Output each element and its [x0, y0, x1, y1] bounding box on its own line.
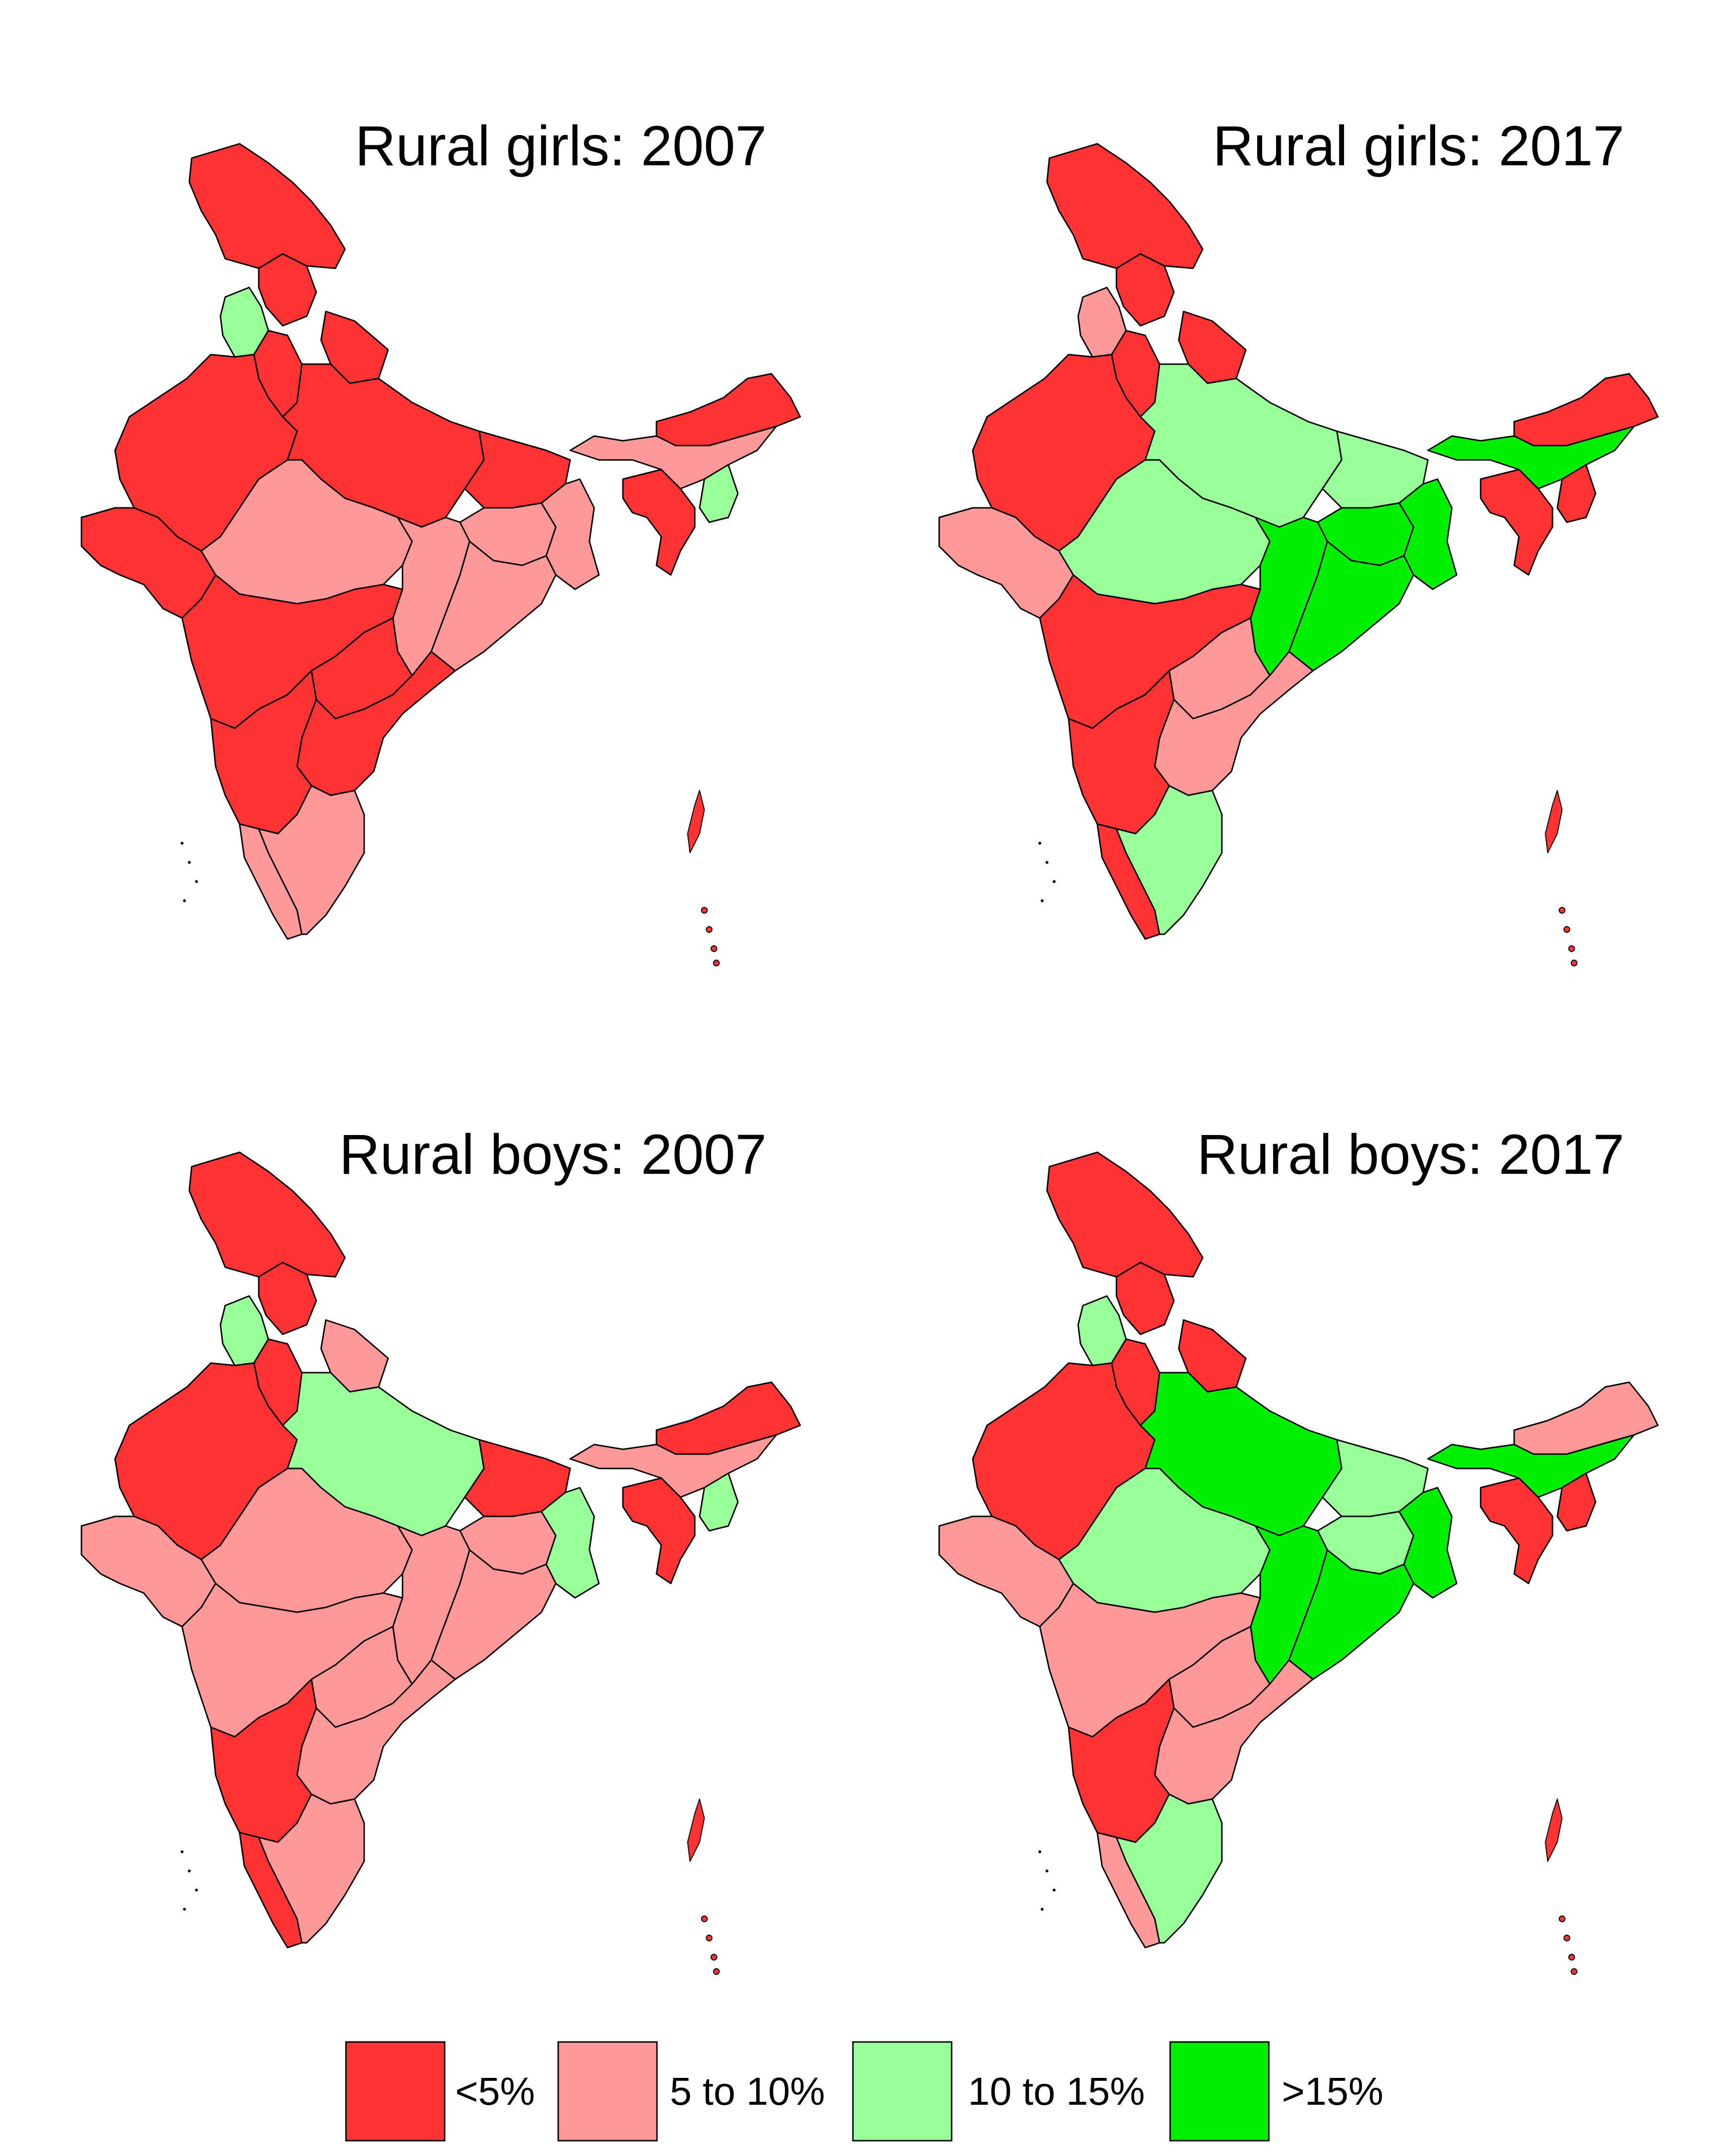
island-dot	[1571, 960, 1577, 966]
region-wb	[540, 478, 600, 590]
region-ka	[1068, 670, 1175, 835]
panel-title: Rural boys: 2007	[339, 1123, 767, 1186]
region-wb	[1398, 1487, 1458, 1599]
legend-label: 10 to 15%	[968, 2070, 1145, 2113]
island-dot	[711, 945, 717, 952]
region-tn	[1116, 1793, 1223, 1944]
panel-title: Rural boys: 2017	[1197, 1123, 1624, 1186]
region-ne_east	[1556, 464, 1597, 523]
island-dot	[1053, 880, 1056, 883]
island-dot	[188, 861, 191, 864]
region-ka	[1068, 1678, 1175, 1843]
island-dot	[1559, 907, 1565, 914]
panel-title: Rural girls: 2007	[355, 115, 767, 178]
region-islands	[1545, 790, 1563, 853]
island-dot	[181, 1850, 184, 1853]
island-dot	[1038, 1850, 1041, 1853]
region-tn	[1116, 785, 1223, 935]
region-ka	[210, 670, 317, 835]
region-ne_east	[1556, 1472, 1597, 1532]
island-dot	[711, 1954, 717, 1961]
island-dot	[195, 1889, 198, 1892]
region-ne_north	[1513, 373, 1659, 447]
island-dot	[1568, 945, 1575, 952]
island-dot	[1038, 842, 1041, 845]
region-wb	[1398, 478, 1458, 590]
map-panel-girls-2007: Rural girls: 2007	[80, 115, 801, 966]
region-ne_south	[1480, 469, 1553, 576]
region-ne_south	[622, 469, 696, 576]
island-dot	[1041, 1908, 1044, 1911]
region-hp	[258, 253, 317, 327]
region-hp	[1116, 253, 1175, 327]
region-tn	[258, 785, 365, 935]
region-jk	[188, 1151, 346, 1278]
region-hp	[258, 1261, 317, 1335]
region-hp	[1116, 1261, 1175, 1335]
region-ne_north	[656, 1381, 801, 1455]
island-dot	[195, 880, 198, 883]
region-jk	[1046, 143, 1204, 269]
legend-label: <5%	[455, 2070, 535, 2113]
region-jk	[188, 143, 346, 269]
region-ne_north	[1513, 1381, 1659, 1455]
island-dot	[183, 1908, 186, 1911]
map-panel-boys-2007: Rural boys: 2007	[80, 1123, 801, 1975]
legend-swatch-5to10	[557, 2041, 658, 2142]
island-dot	[183, 899, 186, 902]
island-dot	[1568, 1954, 1575, 1961]
island-dot	[1564, 1935, 1570, 1941]
island-dot	[713, 960, 720, 966]
map-panel-girls-2017: Rural girls: 2017	[938, 115, 1659, 966]
island-dot	[1041, 899, 1044, 902]
region-ne_east	[699, 464, 739, 523]
legend-label: >15%	[1282, 2070, 1383, 2113]
island-dot	[1046, 1869, 1048, 1872]
legend-label: 5 to 10%	[670, 2070, 825, 2113]
region-ka	[210, 1678, 317, 1843]
region-ne_east	[699, 1472, 739, 1532]
region-jk	[1046, 1151, 1204, 1278]
region-tn	[258, 1793, 365, 1944]
island-dot	[1053, 1889, 1056, 1892]
legend-swatch-lt5	[345, 2041, 446, 2142]
island-dot	[1559, 1915, 1565, 1922]
island-dot	[1046, 861, 1048, 864]
region-ne_south	[622, 1477, 696, 1584]
legend-swatch-10to15	[852, 2041, 953, 2142]
region-islands	[687, 790, 705, 853]
island-dot	[188, 1869, 191, 1872]
island-dot	[1564, 926, 1570, 933]
region-ne_mid	[1427, 1434, 1635, 1498]
island-dot	[701, 907, 708, 914]
region-ne_north	[656, 373, 801, 447]
island-dot	[706, 926, 713, 933]
island-dot	[181, 842, 184, 845]
island-dot	[1571, 1968, 1577, 1975]
region-wb	[540, 1487, 600, 1599]
region-islands	[687, 1799, 705, 1862]
legend-swatch-gt15	[1169, 2041, 1270, 2142]
legend: <5% 5 to 10% 10 to 15% >15%	[345, 2041, 1383, 2142]
island-dot	[706, 1935, 713, 1941]
map-panel-boys-2017: Rural boys: 2017	[938, 1123, 1659, 1975]
region-ne_mid	[569, 1434, 777, 1498]
island-dot	[713, 1968, 720, 1975]
island-dot	[701, 1915, 708, 1922]
panel-title: Rural girls: 2017	[1213, 115, 1624, 178]
region-ne_mid	[569, 425, 777, 490]
region-ne_mid	[1427, 425, 1635, 490]
region-islands	[1545, 1799, 1563, 1862]
region-ne_south	[1480, 1477, 1553, 1584]
